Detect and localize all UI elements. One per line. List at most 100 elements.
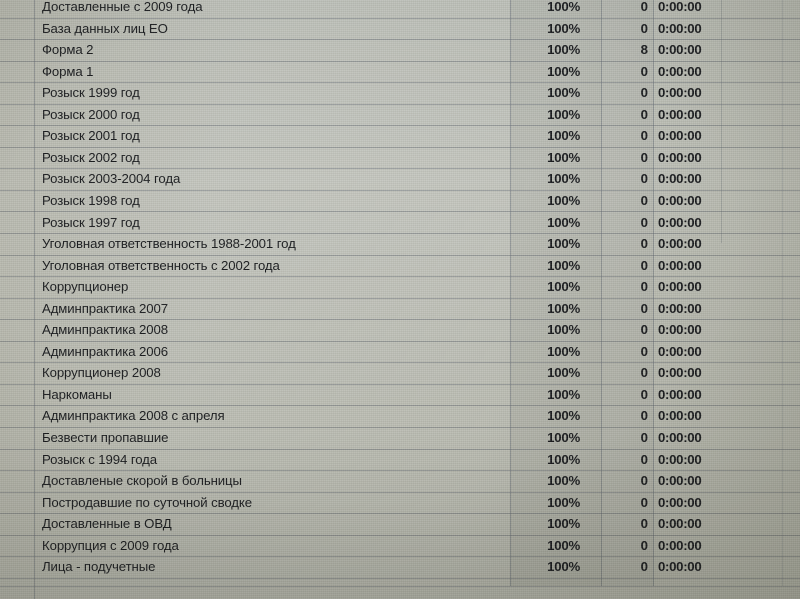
table-row[interactable]: Розыск 1998 год 100% 0 0:00:00	[0, 191, 800, 213]
cell-count[interactable]: 0	[640, 214, 648, 230]
cell-count[interactable]: 0	[640, 106, 648, 122]
cell-percent[interactable]: 100%	[547, 236, 580, 252]
table-row[interactable]: Форма 2 100% 8 0:00:00	[0, 40, 800, 62]
cell-time[interactable]: 0:00:00	[658, 63, 702, 79]
cell-time[interactable]: 0:00:00	[658, 171, 702, 187]
table-row[interactable]: Розыск 1999 год 100% 0 0:00:00	[0, 83, 800, 105]
cell-count[interactable]: 8	[640, 42, 648, 58]
cell-category-name[interactable]: Наркоманы	[42, 386, 112, 402]
cell-percent[interactable]: 100%	[547, 214, 580, 230]
cell-count[interactable]: 0	[640, 63, 648, 79]
cell-time[interactable]: 0:00:00	[658, 128, 702, 144]
cell-percent[interactable]: 100%	[547, 559, 580, 575]
cell-category-name[interactable]: База данных лиц ЕО	[42, 20, 168, 36]
cell-time[interactable]: 0:00:00	[658, 279, 702, 295]
cell-percent[interactable]: 100%	[547, 343, 580, 359]
table-row[interactable]: Коррупционер 2008 100% 0 0:00:00	[0, 363, 800, 385]
cell-time[interactable]: 0:00:00	[658, 537, 702, 553]
table-row[interactable]: Розыск 2002 год 100% 0 0:00:00	[0, 148, 800, 170]
cell-time[interactable]: 0:00:00	[658, 85, 702, 101]
cell-percent[interactable]: 100%	[547, 20, 580, 36]
cell-count[interactable]: 0	[640, 430, 648, 445]
cell-count[interactable]: 0	[640, 300, 648, 316]
cell-percent[interactable]: 100%	[547, 171, 580, 187]
cell-count[interactable]: 0	[640, 365, 648, 381]
cell-count[interactable]: 0	[640, 85, 648, 101]
cell-category-name[interactable]: Безвести пропавшие	[42, 430, 169, 445]
table-row[interactable]: Розыск 2001 год 100% 0 0:00:00	[0, 126, 800, 148]
table-row[interactable]: Админпрактика 2006 100% 0 0:00:00	[0, 342, 800, 364]
cell-time[interactable]: 0:00:00	[658, 106, 702, 122]
cell-count[interactable]: 0	[640, 343, 648, 359]
table-row[interactable]: Доставленные в ОВД 100% 0 0:00:00	[0, 514, 800, 536]
cell-time[interactable]: 0:00:00	[658, 494, 702, 510]
cell-category-name[interactable]: Форма 1	[42, 63, 94, 79]
cell-category-name[interactable]: Уголовная ответственность 1988-2001 год	[42, 236, 296, 252]
cell-percent[interactable]: 100%	[547, 537, 580, 553]
cell-percent[interactable]: 100%	[547, 516, 580, 532]
table-row[interactable]: Коррупционер 100% 0 0:00:00	[0, 277, 800, 299]
cell-category-name[interactable]: Розыск с 1994 года	[42, 451, 158, 467]
cell-category-name[interactable]: Доставленные с 2009 года	[42, 0, 203, 14]
table-row[interactable]: Постродавшие по суточной сводке 100% 0 0:00…	[0, 493, 800, 515]
cell-time[interactable]: 0:00:00	[658, 473, 702, 489]
table-row[interactable]: Наркоманы 100% 0 0:00:00	[0, 385, 800, 407]
cell-percent[interactable]: 100%	[547, 408, 580, 424]
cell-count[interactable]: 0	[640, 236, 648, 252]
cell-percent[interactable]: 100%	[547, 473, 580, 489]
cell-time[interactable]: 0:00:00	[658, 20, 702, 36]
cell-time[interactable]: 0:00:00	[658, 257, 702, 273]
cell-count[interactable]: 0	[640, 171, 648, 187]
cell-category-name[interactable]: Доставленные в ОВД	[42, 516, 172, 532]
cell-time[interactable]: 0:00:00	[658, 386, 702, 402]
table-row[interactable]: Розыск 2003-2004 года 100% 0 0:00:00	[0, 169, 800, 191]
cell-percent[interactable]: 100%	[547, 149, 580, 165]
cell-time[interactable]: 0:00:00	[658, 408, 702, 424]
cell-category-name[interactable]: Админпрактика 2007	[42, 300, 168, 316]
cell-count[interactable]: 0	[640, 0, 648, 14]
cell-percent[interactable]: 100%	[547, 300, 580, 316]
table-row[interactable]: Доставленые скорой в больницы 100% 0 0:00:0…	[0, 471, 800, 493]
cell-percent[interactable]: 100%	[547, 365, 580, 381]
cell-time[interactable]: 0:00:00	[658, 0, 702, 14]
cell-category-name[interactable]: Розыск 2003-2004 года	[42, 171, 181, 187]
cell-category-name[interactable]: Лица - подучетные	[42, 559, 156, 575]
cell-count[interactable]: 0	[640, 279, 648, 295]
table-row[interactable]: Розыск с 1994 года 100% 0 0:00:00	[0, 450, 800, 472]
cell-category-name[interactable]: Розыск 1999 год	[42, 85, 140, 101]
cell-percent[interactable]: 100%	[547, 279, 580, 295]
table-row[interactable]: Уголовная ответственность 1988-2001 год 1…	[0, 234, 800, 256]
cell-category-name[interactable]: Коррупционер 2008	[42, 365, 161, 381]
cell-category-name[interactable]: Розыск 1998 год	[42, 192, 140, 208]
cell-category-name[interactable]: Розыск 2001 год	[42, 128, 140, 144]
cell-count[interactable]: 0	[640, 537, 648, 553]
table-row[interactable]: Форма 1 100% 0 0:00:00	[0, 62, 800, 84]
cell-time[interactable]: 0:00:00	[658, 343, 702, 359]
cell-count[interactable]: 0	[640, 451, 648, 467]
cell-category-name[interactable]: Коррупция с 2009 года	[42, 537, 179, 553]
cell-count[interactable]: 0	[640, 128, 648, 144]
cell-count[interactable]: 0	[640, 386, 648, 402]
cell-percent[interactable]: 100%	[547, 430, 580, 445]
cell-count[interactable]: 0	[640, 408, 648, 424]
cell-category-name[interactable]: Розыск 1997 год	[42, 214, 140, 230]
cell-percent[interactable]: 100%	[547, 386, 580, 402]
cell-time[interactable]: 0:00:00	[658, 42, 702, 58]
cell-category-name[interactable]: Коррупционер	[42, 279, 129, 295]
cell-count[interactable]: 0	[640, 149, 648, 165]
table-row[interactable]: Админпрактика 2007 100% 0 0:00:00	[0, 299, 800, 321]
cell-category-name[interactable]: Админпрактика 2006	[42, 343, 168, 359]
cell-time[interactable]: 0:00:00	[658, 236, 702, 252]
cell-time[interactable]: 0:00:00	[658, 559, 702, 575]
cell-percent[interactable]: 100%	[547, 42, 580, 58]
table-row[interactable]: Доставленные с 2009 года 100% 0 0:00:00	[0, 0, 800, 19]
cell-time[interactable]: 0:00:00	[658, 451, 702, 467]
cell-category-name[interactable]: Админпрактика 2008 с апреля	[42, 408, 225, 424]
cell-category-name[interactable]: Постродавшие по суточной сводке	[42, 494, 252, 510]
cell-percent[interactable]: 100%	[547, 63, 580, 79]
cell-time[interactable]: 0:00:00	[658, 365, 702, 381]
table-row[interactable]: Админпрактика 2008 100% 0 0:00:00	[0, 320, 800, 342]
table-row[interactable]: Безвести пропавшие 100% 0 0:00:00	[0, 428, 800, 450]
table-row[interactable]: Розыск 1997 год 100% 0 0:00:00	[0, 213, 800, 235]
